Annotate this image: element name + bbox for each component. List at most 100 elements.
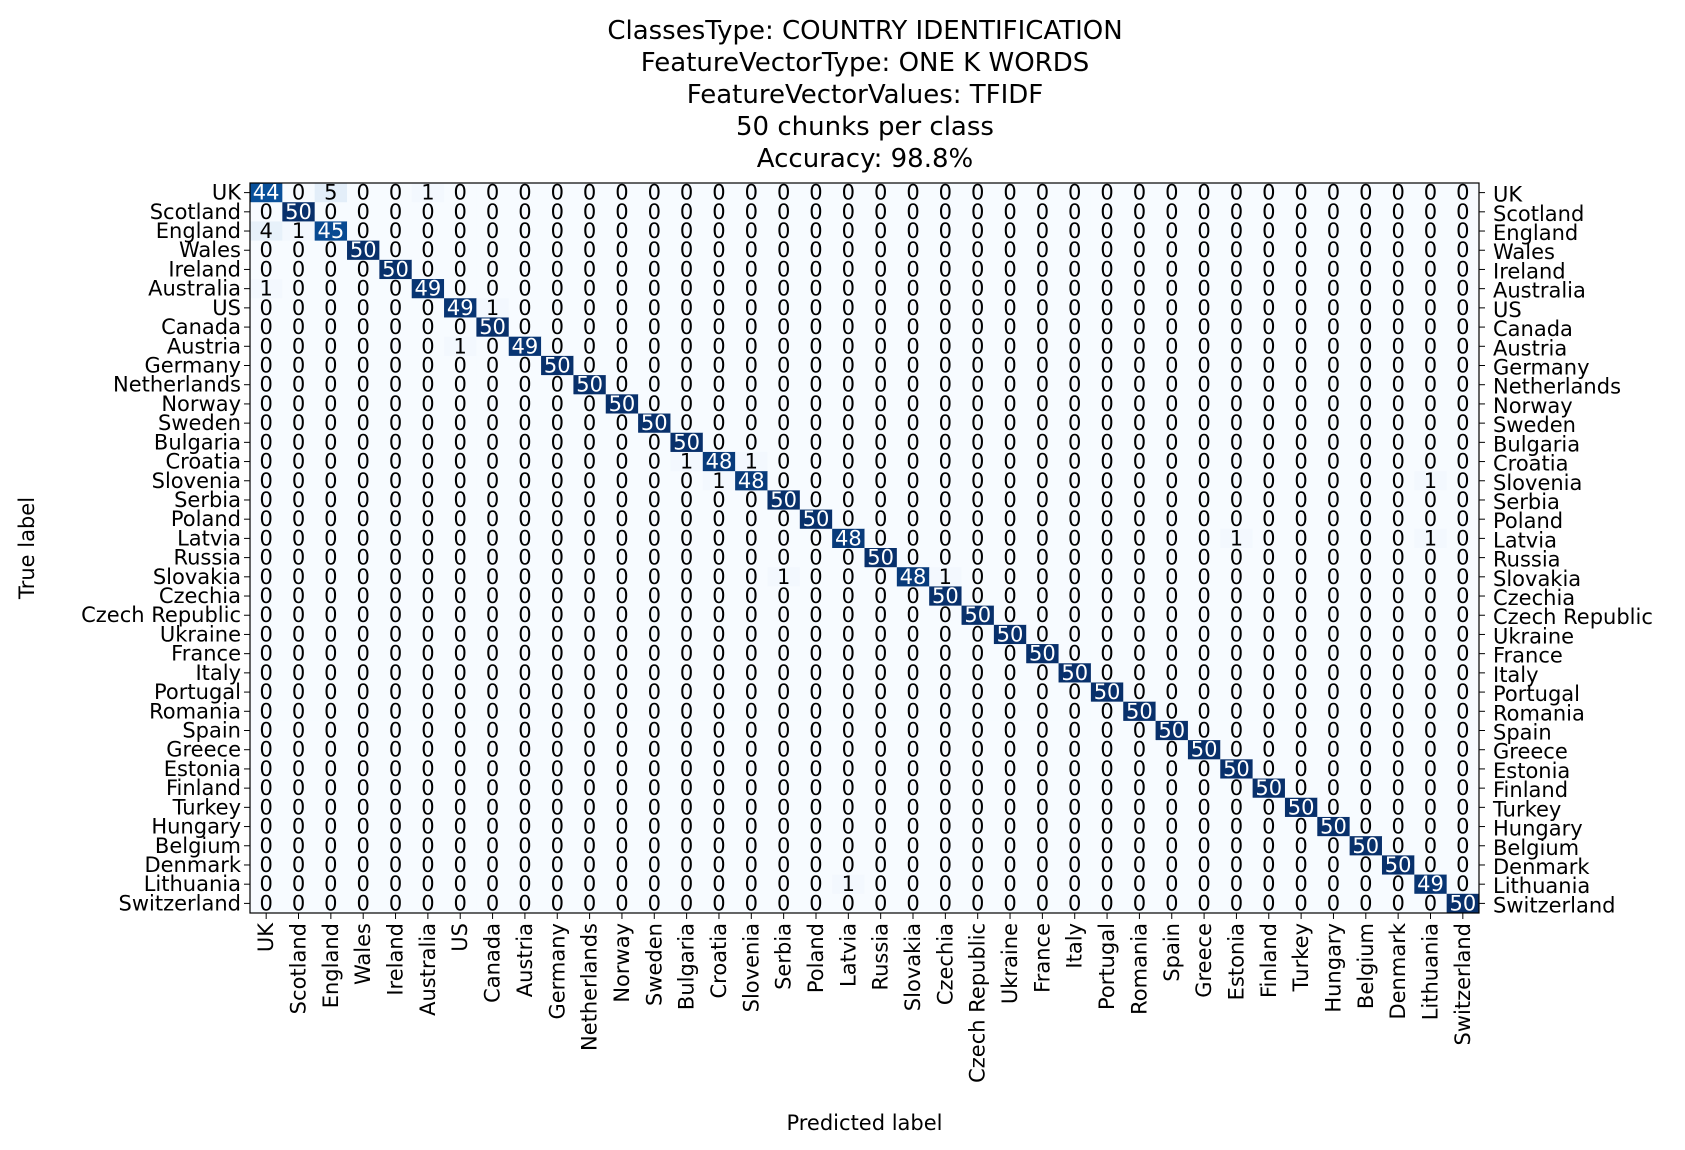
heatmap-cell bbox=[767, 240, 801, 261]
x-tick-label: France bbox=[1030, 923, 1054, 993]
heatmap-cell bbox=[411, 279, 445, 299]
heatmap-cell bbox=[476, 586, 510, 607]
x-tick-label: Slovenia bbox=[739, 923, 763, 1012]
heatmap-cell bbox=[1414, 221, 1448, 242]
heatmap-cell bbox=[508, 240, 542, 261]
heatmap-cell bbox=[1414, 355, 1448, 376]
heatmap-cell bbox=[1187, 548, 1221, 568]
heatmap-cell bbox=[702, 586, 736, 607]
heatmap-cell bbox=[282, 183, 316, 203]
heatmap-cell bbox=[1058, 432, 1092, 453]
heatmap-cell bbox=[1123, 298, 1156, 318]
heatmap-cell bbox=[961, 183, 995, 203]
heatmap-cell bbox=[735, 298, 768, 318]
heatmap-cell bbox=[1058, 375, 1092, 395]
heatmap-cell bbox=[735, 183, 768, 203]
heatmap-cell bbox=[1090, 432, 1124, 453]
heatmap-cell bbox=[250, 432, 283, 453]
heatmap-cell bbox=[444, 317, 477, 338]
heatmap-cell bbox=[444, 509, 477, 530]
heatmap-cell bbox=[670, 298, 704, 318]
heatmap-cell bbox=[735, 202, 768, 222]
heatmap-cell bbox=[896, 413, 930, 434]
heatmap-cell bbox=[1058, 317, 1092, 338]
heatmap-cell bbox=[670, 567, 704, 587]
heatmap-cell bbox=[1058, 259, 1092, 280]
heatmap-cell bbox=[476, 413, 510, 434]
heatmap-cell bbox=[670, 605, 704, 626]
heatmap-cell bbox=[573, 240, 607, 261]
heatmap-cell bbox=[702, 355, 736, 376]
heatmap-cell bbox=[1187, 202, 1221, 222]
heatmap-cell bbox=[1317, 586, 1351, 607]
heatmap-cell bbox=[1317, 279, 1351, 299]
x-tick-label: Germany bbox=[545, 923, 569, 1020]
heatmap-cell bbox=[767, 336, 801, 357]
heatmap-cell bbox=[250, 375, 283, 395]
heatmap-cell bbox=[896, 471, 930, 491]
heatmap-cell bbox=[347, 298, 380, 318]
heatmap-cell bbox=[1284, 183, 1318, 203]
heatmap-cell bbox=[638, 567, 671, 587]
heatmap-cell bbox=[1284, 528, 1318, 549]
heatmap-cell bbox=[961, 548, 995, 568]
heatmap-cell bbox=[1252, 528, 1286, 549]
heatmap-cell bbox=[1220, 336, 1253, 357]
heatmap-cell bbox=[541, 375, 574, 395]
heatmap-cell bbox=[929, 355, 962, 376]
heatmap-cell bbox=[1349, 355, 1383, 376]
heatmap-cell bbox=[993, 221, 1027, 242]
x-tick-label: Serbia bbox=[772, 923, 796, 990]
heatmap-cell bbox=[1284, 432, 1318, 453]
heatmap-cell bbox=[314, 567, 348, 587]
heatmap-cell bbox=[1317, 413, 1351, 434]
heatmap-cell bbox=[735, 548, 768, 568]
heatmap-cell bbox=[1026, 451, 1059, 472]
heatmap-cell bbox=[929, 413, 962, 434]
heatmap-cell bbox=[541, 471, 574, 491]
heatmap-cell bbox=[993, 394, 1027, 414]
heatmap-cell bbox=[1058, 413, 1092, 434]
heatmap-cell bbox=[735, 586, 768, 607]
heatmap-cell bbox=[605, 451, 639, 472]
heatmap-cell bbox=[929, 259, 962, 280]
heatmap-cell bbox=[347, 394, 380, 414]
heatmap-cell bbox=[1058, 509, 1092, 530]
cell-value-label: 0 bbox=[518, 891, 531, 915]
heatmap-cell bbox=[896, 528, 930, 549]
heatmap-cell bbox=[638, 548, 671, 568]
x-tick-label: Poland bbox=[804, 923, 828, 993]
x-tick-label: US bbox=[448, 923, 472, 952]
heatmap-cell bbox=[1284, 548, 1318, 568]
heatmap-cell bbox=[1446, 221, 1480, 242]
heatmap-cell bbox=[1349, 413, 1383, 434]
heatmap-cell bbox=[250, 259, 283, 280]
heatmap-cell bbox=[1058, 471, 1092, 491]
x-tick-label: Denmark bbox=[1386, 922, 1410, 1019]
heatmap-cell bbox=[476, 432, 510, 453]
heatmap-cell bbox=[250, 451, 283, 472]
heatmap-cell bbox=[896, 355, 930, 376]
heatmap-cell bbox=[993, 202, 1027, 222]
heatmap-cell bbox=[1349, 202, 1383, 222]
cell-value-label: 0 bbox=[1424, 891, 1437, 915]
x-tick-label: Finland bbox=[1257, 923, 1281, 998]
heatmap-cell bbox=[638, 451, 671, 472]
heatmap-cell bbox=[1446, 413, 1480, 434]
heatmap-cell bbox=[1317, 221, 1351, 242]
heatmap-cell bbox=[1446, 509, 1480, 530]
cell-value-label: 0 bbox=[1165, 891, 1178, 915]
heatmap-cell bbox=[961, 202, 995, 222]
heatmap-cell bbox=[896, 509, 930, 530]
heatmap-cell bbox=[832, 240, 865, 261]
cell-value-label: 0 bbox=[906, 891, 919, 915]
heatmap-cell bbox=[444, 279, 477, 299]
heatmap-cell bbox=[702, 509, 736, 530]
heatmap-cell bbox=[1381, 336, 1415, 357]
heatmap-cell bbox=[864, 317, 898, 338]
heatmap-cell bbox=[250, 202, 283, 222]
heatmap-cell bbox=[508, 548, 542, 568]
heatmap-cell bbox=[314, 355, 348, 376]
heatmap-cell bbox=[1123, 586, 1156, 607]
cell-value-label: 0 bbox=[1100, 891, 1113, 915]
